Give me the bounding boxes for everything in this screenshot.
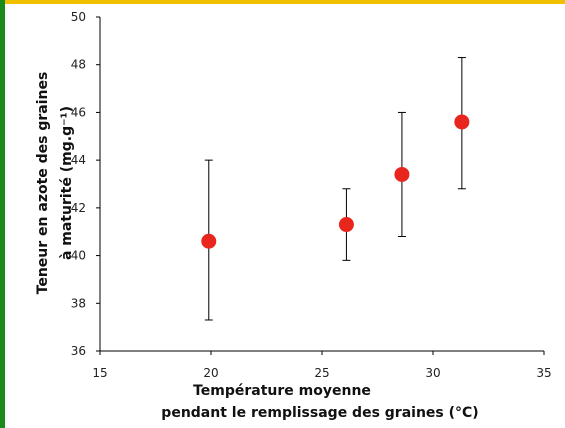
data-point xyxy=(338,217,354,233)
y-tick-label: 42 xyxy=(71,201,86,215)
left-accent-bar xyxy=(0,0,5,428)
y-axis-title-line-2: à maturité (mg.g⁻¹) xyxy=(59,106,75,260)
data-point xyxy=(454,114,470,130)
y-tick-label: 50 xyxy=(71,10,86,24)
x-tick-label: 15 xyxy=(92,366,107,380)
x-tick-label: 30 xyxy=(425,366,440,380)
axes xyxy=(96,16,545,355)
x-tick-labels: 15 20 25 30 35 xyxy=(92,366,551,380)
x-tick-label: 20 xyxy=(203,366,218,380)
y-tick-label: 40 xyxy=(71,249,86,263)
y-tick-label: 38 xyxy=(71,296,86,310)
x-tick-label: 35 xyxy=(536,366,551,380)
x-axis-title-line-1: Température moyenne xyxy=(193,383,371,399)
x-axis-title-line-2: pendant le remplissage des graines (°C) xyxy=(161,405,478,421)
top-accent-bar xyxy=(5,0,565,4)
error-bars xyxy=(204,57,466,321)
y-tick-label: 46 xyxy=(71,105,86,119)
y-tick-label: 44 xyxy=(71,153,86,167)
y-tick-label: 48 xyxy=(71,58,86,72)
data-point xyxy=(201,233,217,249)
y-tick-labels: 36 38 40 42 44 46 48 50 xyxy=(71,10,86,358)
x-tick-label: 25 xyxy=(314,366,329,380)
data-point xyxy=(394,166,410,182)
y-axis-title-line-1: Teneur en azote des graines xyxy=(35,72,51,295)
y-tick-label: 36 xyxy=(71,344,86,358)
data-points xyxy=(201,114,470,249)
